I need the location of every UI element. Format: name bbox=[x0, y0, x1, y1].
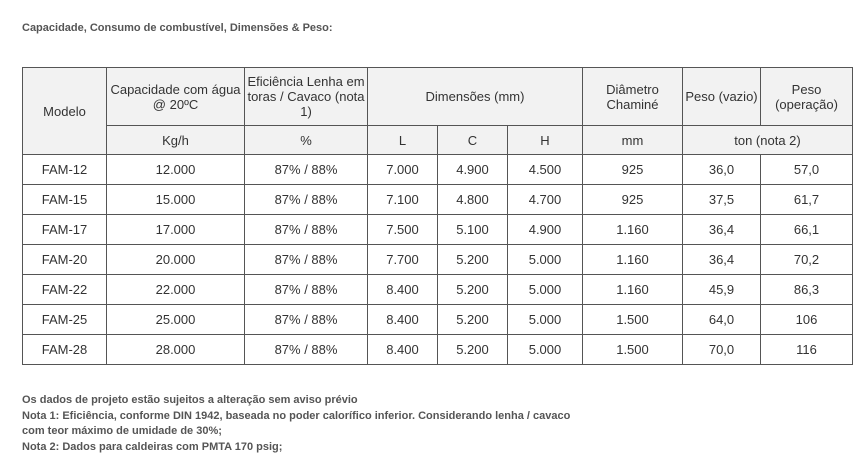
cell-eficiencia: 87% / 88% bbox=[244, 304, 368, 335]
cell-capacidade: 20.000 bbox=[106, 244, 245, 275]
cell-diametro: 1.160 bbox=[582, 274, 683, 305]
table-row: FAM-22 22.000 87% / 88% 8.400 5.200 5.00… bbox=[22, 274, 853, 305]
cell-peso-vazio: 70,0 bbox=[682, 334, 761, 365]
cell-H: 5.000 bbox=[507, 274, 583, 305]
cell-peso-vazio: 36,4 bbox=[682, 214, 761, 245]
cell-peso-vazio: 36,4 bbox=[682, 244, 761, 275]
header-peso-operacao: Peso (operação) bbox=[760, 67, 853, 126]
cell-L: 7.700 bbox=[367, 244, 438, 275]
unit-capacidade: Kg/h bbox=[106, 125, 245, 155]
header-modelo: Modelo bbox=[22, 67, 107, 155]
unit-L: L bbox=[367, 125, 438, 155]
cell-H: 4.900 bbox=[507, 214, 583, 245]
table-row: FAM-28 28.000 87% / 88% 8.400 5.200 5.00… bbox=[22, 334, 853, 365]
cell-modelo: FAM-12 bbox=[22, 154, 107, 185]
cell-capacidade: 12.000 bbox=[106, 154, 245, 185]
table-row: FAM-12 12.000 87% / 88% 7.000 4.900 4.50… bbox=[22, 154, 853, 185]
cell-peso-operacao: 66,1 bbox=[760, 214, 853, 245]
footnote-nota-1-continued: com teor máximo de umidade de 30%; bbox=[22, 425, 222, 437]
header-dimensoes: Dimensões (mm) bbox=[367, 67, 583, 126]
unit-C: C bbox=[437, 125, 508, 155]
header-capacidade: Capacidade com água @ 20ºC bbox=[106, 67, 245, 126]
table-row: FAM-15 15.000 87% / 88% 7.100 4.800 4.70… bbox=[22, 184, 853, 215]
cell-C: 5.200 bbox=[437, 334, 508, 365]
cell-H: 4.700 bbox=[507, 184, 583, 215]
cell-peso-operacao: 57,0 bbox=[760, 154, 853, 185]
cell-diametro: 1.500 bbox=[582, 334, 683, 365]
cell-diametro: 925 bbox=[582, 154, 683, 185]
table-row: FAM-20 20.000 87% / 88% 7.700 5.200 5.00… bbox=[22, 244, 853, 275]
unit-peso: ton (nota 2) bbox=[682, 125, 853, 155]
cell-capacidade: 15.000 bbox=[106, 184, 245, 215]
cell-H: 4.500 bbox=[507, 154, 583, 185]
cell-C: 4.900 bbox=[437, 154, 508, 185]
cell-capacidade: 17.000 bbox=[106, 214, 245, 245]
cell-capacidade: 25.000 bbox=[106, 304, 245, 335]
table-row: FAM-17 17.000 87% / 88% 7.500 5.100 4.90… bbox=[22, 214, 853, 245]
cell-eficiencia: 87% / 88% bbox=[244, 184, 368, 215]
cell-L: 8.400 bbox=[367, 334, 438, 365]
footnote-disclaimer: Os dados de projeto estão sujeitos a alt… bbox=[22, 394, 358, 406]
cell-L: 7.000 bbox=[367, 154, 438, 185]
cell-modelo: FAM-25 bbox=[22, 304, 107, 335]
specs-table: Modelo Capacidade com água @ 20ºC Eficiê… bbox=[22, 67, 853, 365]
cell-H: 5.000 bbox=[507, 334, 583, 365]
page-title: Capacidade, Consumo de combustível, Dime… bbox=[22, 22, 333, 34]
cell-eficiencia: 87% / 88% bbox=[244, 154, 368, 185]
cell-peso-operacao: 61,7 bbox=[760, 184, 853, 215]
footnote-nota-2: Nota 2: Dados para caldeiras com PMTA 17… bbox=[22, 440, 283, 453]
cell-diametro: 1.160 bbox=[582, 214, 683, 245]
cell-capacidade: 22.000 bbox=[106, 274, 245, 305]
header-diametro: Diâmetro Chaminé bbox=[582, 67, 683, 126]
units-row: Kg/h % L C H mm ton (nota 2) bbox=[23, 125, 853, 155]
cell-peso-operacao: 70,2 bbox=[760, 244, 853, 275]
cell-peso-vazio: 36,0 bbox=[682, 154, 761, 185]
cell-modelo: FAM-22 bbox=[22, 274, 107, 305]
cell-C: 5.200 bbox=[437, 274, 508, 305]
header-peso-vazio: Peso (vazio) bbox=[682, 67, 761, 126]
cell-modelo: FAM-17 bbox=[22, 214, 107, 245]
header-row: Modelo Capacidade com água @ 20ºC Eficiê… bbox=[22, 67, 853, 155]
cell-eficiencia: 87% / 88% bbox=[244, 214, 368, 245]
cell-H: 5.000 bbox=[507, 304, 583, 335]
cell-C: 4.800 bbox=[437, 184, 508, 215]
cell-H: 5.000 bbox=[507, 244, 583, 275]
cell-eficiencia: 87% / 88% bbox=[244, 334, 368, 365]
cell-peso-operacao: 86,3 bbox=[760, 274, 853, 305]
cell-peso-operacao: 116 bbox=[760, 334, 853, 365]
header-eficiencia: Eficiência Lenha em toras / Cavaco (nota… bbox=[244, 67, 368, 126]
cell-diametro: 925 bbox=[582, 184, 683, 215]
table-row: FAM-25 25.000 87% / 88% 8.400 5.200 5.00… bbox=[22, 304, 853, 335]
cell-capacidade: 28.000 bbox=[106, 334, 245, 365]
cell-diametro: 1.160 bbox=[582, 244, 683, 275]
cell-peso-operacao: 106 bbox=[760, 304, 853, 335]
cell-peso-vazio: 37,5 bbox=[682, 184, 761, 215]
cell-eficiencia: 87% / 88% bbox=[244, 274, 368, 305]
unit-eficiencia: % bbox=[244, 125, 368, 155]
cell-peso-vazio: 45,9 bbox=[682, 274, 761, 305]
cell-modelo: FAM-15 bbox=[22, 184, 107, 215]
cell-C: 5.200 bbox=[437, 244, 508, 275]
unit-diametro: mm bbox=[582, 125, 683, 155]
cell-modelo: FAM-20 bbox=[22, 244, 107, 275]
cell-C: 5.200 bbox=[437, 304, 508, 335]
cell-L: 8.400 bbox=[367, 304, 438, 335]
cell-diametro: 1.500 bbox=[582, 304, 683, 335]
cell-modelo: FAM-28 bbox=[22, 334, 107, 365]
cell-L: 7.100 bbox=[367, 184, 438, 215]
cell-L: 7.500 bbox=[367, 214, 438, 245]
unit-H: H bbox=[507, 125, 583, 155]
cell-peso-vazio: 64,0 bbox=[682, 304, 761, 335]
footnote-nota-1: Nota 1: Eficiência, conforme DIN 1942, b… bbox=[22, 409, 571, 422]
footnotes: Os dados de projeto estão sujeitos a alt… bbox=[22, 393, 570, 455]
cell-eficiencia: 87% / 88% bbox=[244, 244, 368, 275]
cell-C: 5.100 bbox=[437, 214, 508, 245]
cell-L: 8.400 bbox=[367, 274, 438, 305]
